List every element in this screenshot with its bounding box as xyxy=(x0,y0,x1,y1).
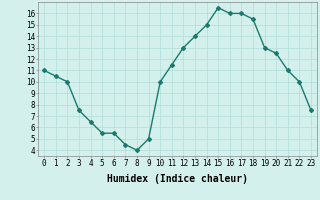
X-axis label: Humidex (Indice chaleur): Humidex (Indice chaleur) xyxy=(107,174,248,184)
